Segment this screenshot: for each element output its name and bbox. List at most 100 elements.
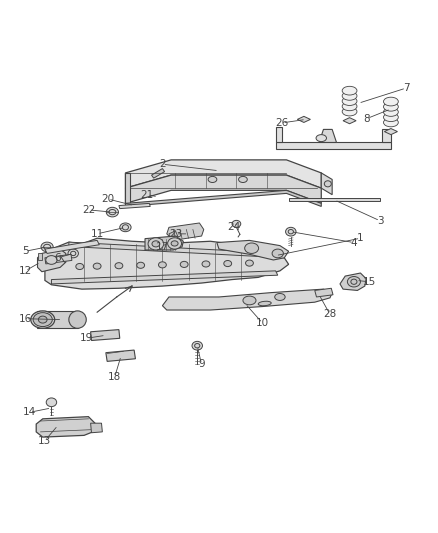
Polygon shape (297, 116, 311, 123)
Polygon shape (45, 240, 99, 254)
Ellipse shape (208, 176, 217, 182)
Text: 6: 6 (55, 253, 61, 263)
Polygon shape (340, 273, 366, 290)
Ellipse shape (68, 249, 78, 258)
Ellipse shape (316, 135, 326, 142)
Ellipse shape (93, 263, 101, 269)
Ellipse shape (192, 341, 202, 350)
Polygon shape (38, 249, 66, 272)
Ellipse shape (275, 294, 285, 301)
Polygon shape (91, 423, 102, 433)
Ellipse shape (106, 207, 118, 217)
Polygon shape (36, 417, 95, 437)
Polygon shape (119, 204, 150, 208)
Polygon shape (276, 142, 391, 149)
Polygon shape (37, 311, 78, 328)
Text: 3: 3 (377, 216, 383, 226)
Text: 4: 4 (350, 238, 357, 247)
Text: 13: 13 (38, 435, 52, 446)
Ellipse shape (115, 263, 123, 269)
Polygon shape (321, 173, 332, 195)
Polygon shape (125, 173, 130, 204)
Polygon shape (319, 130, 336, 142)
Polygon shape (106, 350, 135, 361)
Polygon shape (167, 223, 204, 240)
Ellipse shape (159, 262, 166, 268)
Ellipse shape (384, 102, 398, 111)
Ellipse shape (69, 311, 86, 328)
Polygon shape (145, 236, 184, 250)
Polygon shape (343, 118, 356, 124)
Ellipse shape (137, 262, 145, 268)
Ellipse shape (384, 118, 398, 127)
Text: 12: 12 (19, 266, 32, 276)
Polygon shape (38, 254, 42, 260)
Polygon shape (289, 198, 380, 201)
Text: 17: 17 (156, 242, 169, 252)
Text: 15: 15 (363, 277, 376, 287)
Ellipse shape (272, 249, 283, 258)
Ellipse shape (286, 228, 296, 236)
Text: 7: 7 (403, 83, 410, 93)
Ellipse shape (347, 277, 360, 287)
Polygon shape (125, 160, 321, 188)
Ellipse shape (342, 102, 357, 111)
Ellipse shape (224, 261, 232, 266)
Polygon shape (382, 130, 391, 142)
Ellipse shape (33, 313, 52, 327)
Text: 24: 24 (228, 222, 241, 232)
Polygon shape (152, 168, 165, 178)
Text: 23: 23 (169, 229, 182, 239)
Ellipse shape (384, 108, 398, 116)
Ellipse shape (46, 398, 57, 407)
Ellipse shape (148, 238, 164, 250)
Ellipse shape (384, 97, 398, 106)
Ellipse shape (232, 220, 241, 228)
Ellipse shape (180, 261, 188, 268)
Ellipse shape (239, 176, 247, 182)
Text: 20: 20 (102, 194, 115, 204)
Ellipse shape (258, 301, 271, 306)
Polygon shape (217, 240, 289, 260)
Text: 8: 8 (364, 114, 370, 124)
Text: 26: 26 (276, 118, 289, 128)
Polygon shape (91, 329, 120, 341)
Polygon shape (45, 254, 72, 264)
Polygon shape (125, 190, 321, 206)
Text: 11: 11 (91, 229, 104, 239)
Ellipse shape (168, 238, 182, 249)
Ellipse shape (31, 311, 55, 328)
Polygon shape (169, 231, 178, 239)
Polygon shape (315, 288, 333, 297)
Text: 2: 2 (159, 159, 166, 169)
Ellipse shape (245, 243, 258, 254)
Ellipse shape (39, 316, 47, 323)
Polygon shape (162, 289, 332, 310)
Text: 10: 10 (256, 318, 269, 328)
Text: 9: 9 (198, 359, 205, 369)
Polygon shape (45, 238, 289, 289)
Ellipse shape (324, 181, 331, 187)
Ellipse shape (202, 261, 210, 267)
Polygon shape (385, 128, 397, 135)
Ellipse shape (46, 256, 57, 264)
Text: 21: 21 (141, 190, 154, 200)
Polygon shape (125, 175, 321, 204)
Ellipse shape (243, 296, 256, 305)
Text: 28: 28 (323, 309, 337, 319)
Ellipse shape (152, 241, 160, 247)
Ellipse shape (246, 260, 253, 266)
Ellipse shape (171, 241, 178, 246)
Ellipse shape (342, 92, 357, 100)
Text: 18: 18 (108, 373, 121, 383)
Text: 16: 16 (19, 314, 32, 324)
Polygon shape (69, 242, 284, 258)
Text: 5: 5 (22, 246, 28, 256)
Ellipse shape (342, 97, 357, 106)
Ellipse shape (76, 263, 84, 270)
Ellipse shape (342, 107, 357, 116)
Ellipse shape (342, 86, 357, 95)
Polygon shape (51, 271, 278, 284)
Ellipse shape (120, 223, 131, 232)
Text: 22: 22 (82, 205, 95, 215)
